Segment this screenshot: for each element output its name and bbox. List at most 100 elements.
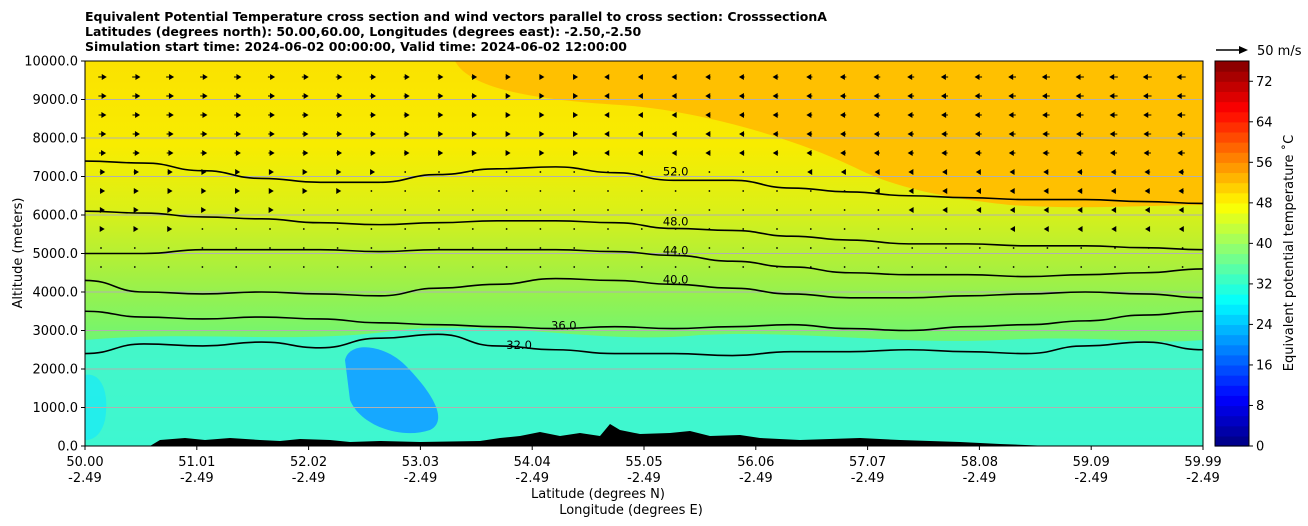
wind-vector [539, 266, 542, 268]
wind-vector-head [1043, 226, 1049, 232]
wind-vector-head [370, 150, 376, 156]
wind-vector [100, 247, 102, 249]
wind-vector-head [604, 112, 610, 118]
wind-vector-head [1008, 93, 1014, 99]
wind-vector [438, 266, 440, 268]
wind-vector-head [236, 112, 242, 118]
wind-vector [1147, 247, 1150, 249]
colorbar-segment [1215, 91, 1249, 103]
wind-vector-head [471, 112, 477, 118]
wind-vector-head [336, 188, 342, 194]
wind-vector [809, 266, 812, 268]
wind-vector [607, 247, 609, 249]
wind-vector [708, 209, 711, 211]
wind-vector-head [370, 131, 376, 137]
wind-vector-head [168, 131, 174, 137]
contour-label: 32.0 [506, 338, 532, 352]
wind-vector-head [168, 93, 174, 99]
wind-vector-head [438, 112, 444, 118]
wind-vector-head [1176, 74, 1182, 80]
wind-vector-head [671, 74, 677, 80]
x-tick-label-lon: -2.49 [68, 471, 102, 486]
wind-vector-head [101, 112, 107, 118]
wind-vector-head [1178, 188, 1184, 194]
wind-vector-head [1076, 169, 1082, 175]
wind-vector [336, 247, 339, 249]
wind-vector-head [1177, 150, 1183, 156]
wind-vector-head [236, 74, 242, 80]
wind-vector-head [908, 188, 914, 194]
wind-vector-head [705, 131, 711, 137]
contour-line-44 [85, 248, 1203, 278]
wind-vector-head [505, 150, 511, 156]
wind-vector-head [874, 169, 880, 175]
wind-vector [201, 266, 204, 268]
contour-line-36 [85, 310, 1203, 332]
wind-vector-head [1076, 150, 1082, 156]
wind-vector-head [269, 112, 275, 118]
wind-vector-head [337, 112, 343, 118]
wind-vector [133, 247, 136, 249]
wind-vector-head [438, 150, 444, 156]
wind-vector-head [135, 112, 141, 118]
wind-vector [843, 190, 846, 192]
colorbar-segment [1215, 395, 1249, 407]
wind-vector [640, 209, 643, 211]
wind-vector-head [604, 74, 610, 80]
x-tick-label-lon: -2.49 [404, 471, 438, 486]
wind-vector-head [573, 150, 579, 156]
wind-vector [1012, 266, 1015, 268]
wind-vector [235, 247, 238, 249]
wind-vector-head [671, 112, 677, 118]
x-tick-label-lon: -2.49 [1074, 471, 1108, 486]
wind-vector-head [236, 93, 242, 99]
x-tick-label-lat: 53.03 [402, 455, 439, 470]
wind-vector [438, 247, 440, 249]
wind-vector-head [539, 131, 545, 137]
wind-vector [978, 266, 981, 268]
title-line-1: Equivalent Potential Temperature cross s… [85, 9, 827, 24]
contour-line-52 [85, 160, 1203, 205]
colorbar-segment [1215, 304, 1249, 315]
wind-vector [505, 209, 508, 211]
colorbar-segment [1215, 81, 1249, 92]
cool-lower-region [85, 327, 1203, 446]
wind-vector [471, 209, 474, 211]
wind-vector-head [1008, 131, 1014, 137]
colorbar-segment [1215, 182, 1249, 194]
wind-vector-head [807, 169, 813, 175]
colorbar-segment [1215, 375, 1249, 386]
wind-key-label: 50 m/s [1257, 44, 1302, 59]
wind-vector-head [201, 169, 207, 175]
wind-vector-head [370, 112, 376, 118]
wind-vector-head [404, 112, 410, 118]
wind-vector [1046, 266, 1049, 268]
wind-vector [573, 228, 576, 230]
wind-vector-head [100, 188, 106, 194]
wind-vector [505, 171, 508, 173]
wind-vector-head [573, 131, 579, 137]
wind-vector-head [337, 150, 343, 156]
colorbar-tick-label: 48 [1256, 196, 1273, 211]
wind-vector [708, 171, 711, 173]
chart-title: Equivalent Potential Temperature cross s… [85, 9, 827, 54]
wind-vector [640, 247, 643, 249]
wind-vector-head [505, 74, 511, 80]
wind-vector-head [941, 112, 947, 118]
wind-vector-head [1142, 74, 1148, 80]
wind-vector-head [1042, 93, 1048, 99]
wind-vector [708, 266, 711, 268]
wind-vector [776, 228, 778, 230]
wind-vector-head [303, 150, 309, 156]
wind-vector [573, 209, 576, 211]
wind-vector-head [637, 150, 643, 156]
wind-vector [539, 171, 542, 173]
wind-vector-head [772, 93, 778, 99]
wind-vector [336, 209, 339, 211]
wind-vector [607, 171, 609, 173]
wind-vector-head [1176, 93, 1182, 99]
colorbar-segment [1215, 172, 1249, 184]
wind-vector-head [840, 150, 846, 156]
wind-vector [1114, 266, 1116, 268]
x-tick-label-lat: 55.05 [625, 455, 662, 470]
